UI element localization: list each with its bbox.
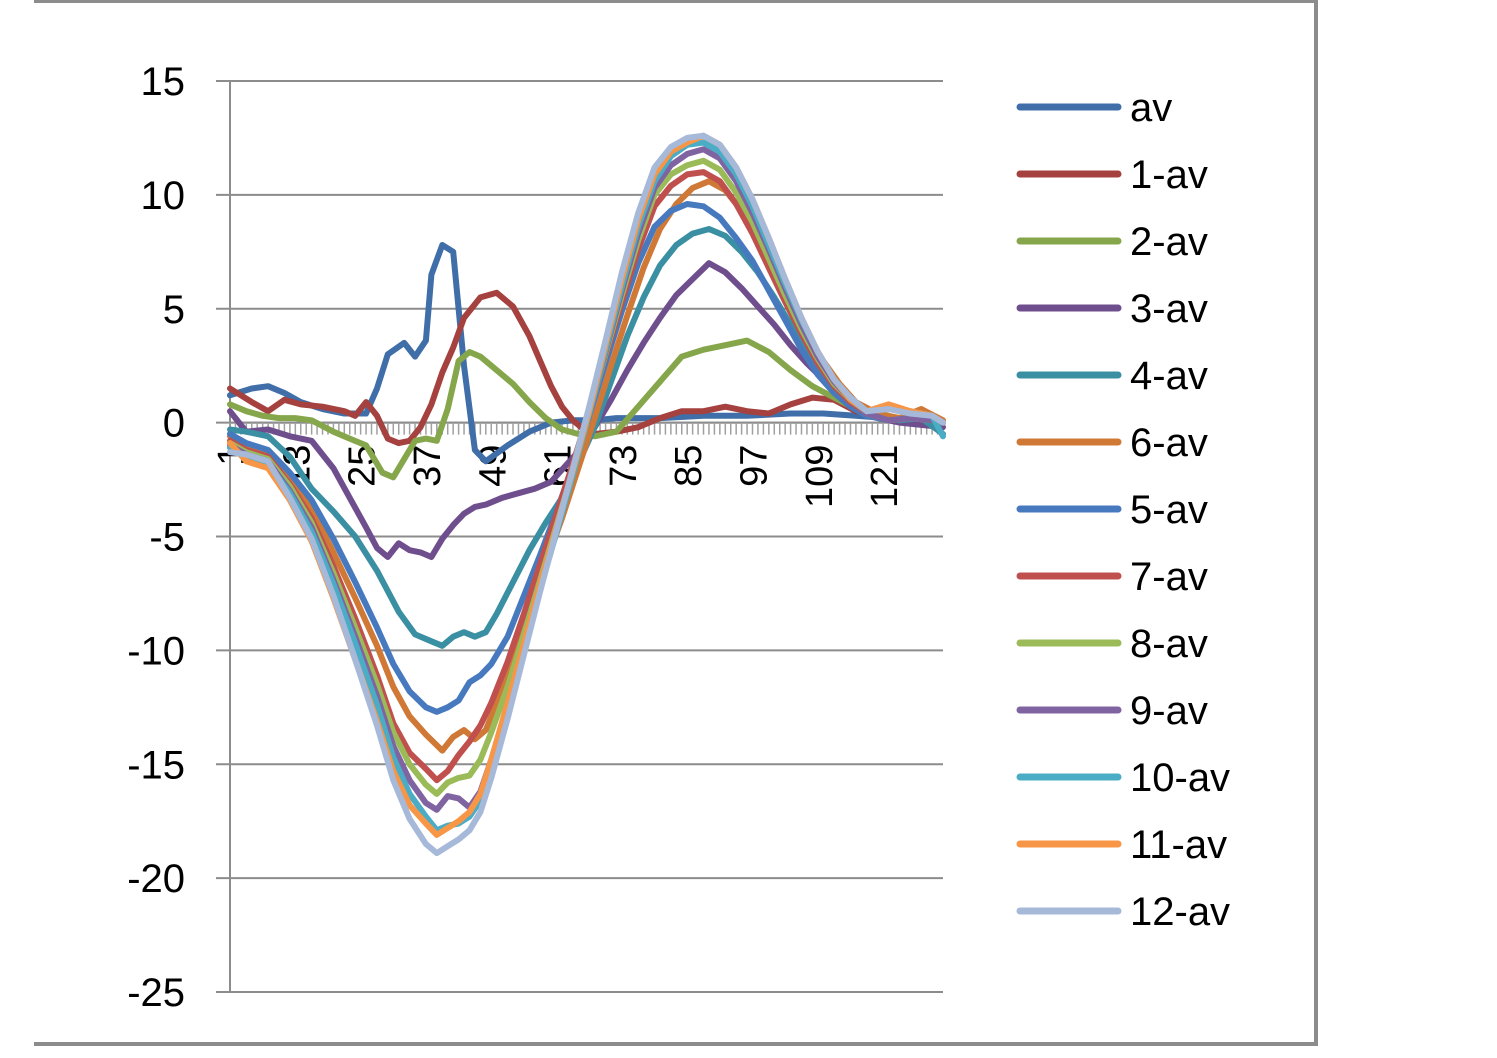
legend-label: 10-av	[1130, 756, 1230, 800]
x-tick-label: 109	[799, 445, 841, 508]
legend-label: 2-av	[1130, 220, 1208, 264]
legend: av 1-av 2-av 3-av 4-av 6-av 5-av 7-av 8-av 9-av 10…	[1016, 86, 1230, 934]
series-line-3-av	[227, 260, 946, 560]
y-tick-label: -25	[127, 971, 185, 1015]
y-tick-label: -15	[127, 743, 185, 787]
legend-label: 3-av	[1130, 287, 1208, 331]
legend-label: 7-av	[1130, 555, 1208, 599]
y-tick-label: 10	[141, 174, 186, 218]
legend-label: 4-av	[1130, 354, 1208, 398]
y-axis-ticks: 15 10 5 0 -5 -10 -15 -20 -25	[127, 60, 185, 1015]
y-tick-label: -20	[127, 857, 185, 901]
y-tick-label: 0	[163, 402, 185, 446]
y-tick-label: -5	[149, 516, 185, 560]
legend-label: 11-av	[1130, 823, 1227, 867]
series-line-12-av	[227, 132, 946, 857]
legend-label: 8-av	[1130, 622, 1208, 666]
x-tick-label: 73	[603, 445, 645, 487]
legend-label: 6-av	[1130, 421, 1208, 465]
legend-label: av	[1130, 86, 1172, 130]
y-tick-label: 15	[141, 60, 186, 104]
x-tick-label: 37	[407, 445, 449, 487]
legend-label: 1-av	[1130, 153, 1208, 197]
gridlines	[216, 80, 943, 993]
y-tick-label: 5	[163, 288, 185, 332]
x-tick-label: 97	[734, 445, 776, 487]
x-tick-label: 121	[864, 445, 906, 508]
series-line-2-av	[227, 337, 946, 481]
legend-label: 9-av	[1130, 689, 1208, 733]
y-tick-label: -10	[127, 629, 185, 673]
series-line-1-av	[227, 289, 946, 447]
legend-label: 5-av	[1130, 488, 1208, 532]
legend-label: 12-av	[1130, 890, 1230, 934]
x-tick-label: 85	[668, 445, 710, 487]
series-lines	[227, 132, 946, 857]
